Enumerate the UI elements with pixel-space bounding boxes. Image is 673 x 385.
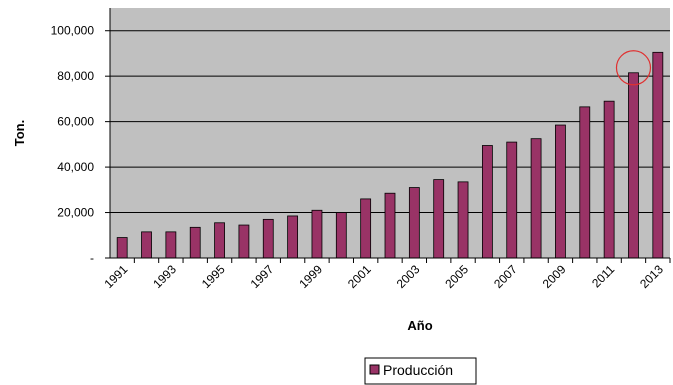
x-axis-title: Año xyxy=(407,318,432,333)
bar xyxy=(579,106,591,259)
bar xyxy=(652,51,664,259)
y-tick-label: 60,000 xyxy=(57,115,94,129)
x-tick-label: 2007 xyxy=(491,262,520,291)
bar xyxy=(628,72,639,259)
x-tick-label: 1995 xyxy=(199,262,228,291)
legend-label: Producción xyxy=(383,362,453,378)
bar xyxy=(287,215,299,259)
x-tick-label: 2009 xyxy=(540,262,569,291)
x-tick-label: 2013 xyxy=(637,262,666,291)
x-tick-label: 2011 xyxy=(589,262,617,290)
bar xyxy=(506,141,518,259)
y-tick-label: - xyxy=(90,251,94,265)
x-tick-label: 1993 xyxy=(150,262,179,291)
y-tick-label: 80,000 xyxy=(57,69,94,83)
x-tick-label: 2005 xyxy=(442,262,471,291)
bar xyxy=(457,181,469,259)
y-axis-title: Ton. xyxy=(12,120,27,146)
y-tick-label: 100,000 xyxy=(51,24,95,38)
bar xyxy=(262,218,274,259)
bar xyxy=(165,231,177,259)
bar xyxy=(603,100,615,259)
bar xyxy=(116,237,128,259)
x-tick-label: 1991 xyxy=(102,262,131,291)
axes xyxy=(105,8,671,263)
y-tick-label: 20,000 xyxy=(57,206,94,220)
annotations xyxy=(615,50,652,86)
bar xyxy=(384,192,396,259)
legend-swatch xyxy=(369,364,380,375)
bar xyxy=(408,187,420,259)
bar xyxy=(530,138,542,259)
bar xyxy=(433,179,445,259)
bar xyxy=(141,231,152,259)
bar xyxy=(214,222,225,259)
legend-box xyxy=(364,357,477,385)
x-tick-label: 1999 xyxy=(296,262,325,291)
x-tick-label: 1997 xyxy=(248,262,277,291)
bar xyxy=(335,212,347,259)
bar xyxy=(311,209,323,259)
y-tick-labels: - 20,000 40,000 60,000 80,000 100,000 xyxy=(51,24,95,265)
bar xyxy=(360,198,372,259)
bar xyxy=(481,145,493,259)
legend: Producción xyxy=(364,357,477,385)
x-tick-labels: 1991 1993 1995 1997 1999 2001 2003 2005 2007 2009… xyxy=(102,262,667,291)
highlight-circle xyxy=(615,50,652,86)
bar xyxy=(238,224,250,259)
bar xyxy=(555,124,566,259)
gridlines xyxy=(110,30,670,214)
x-tick-label: 2003 xyxy=(394,262,423,291)
x-tick-label: 2001 xyxy=(345,262,374,291)
y-tick-label: 40,000 xyxy=(57,160,94,174)
bar xyxy=(189,226,201,259)
